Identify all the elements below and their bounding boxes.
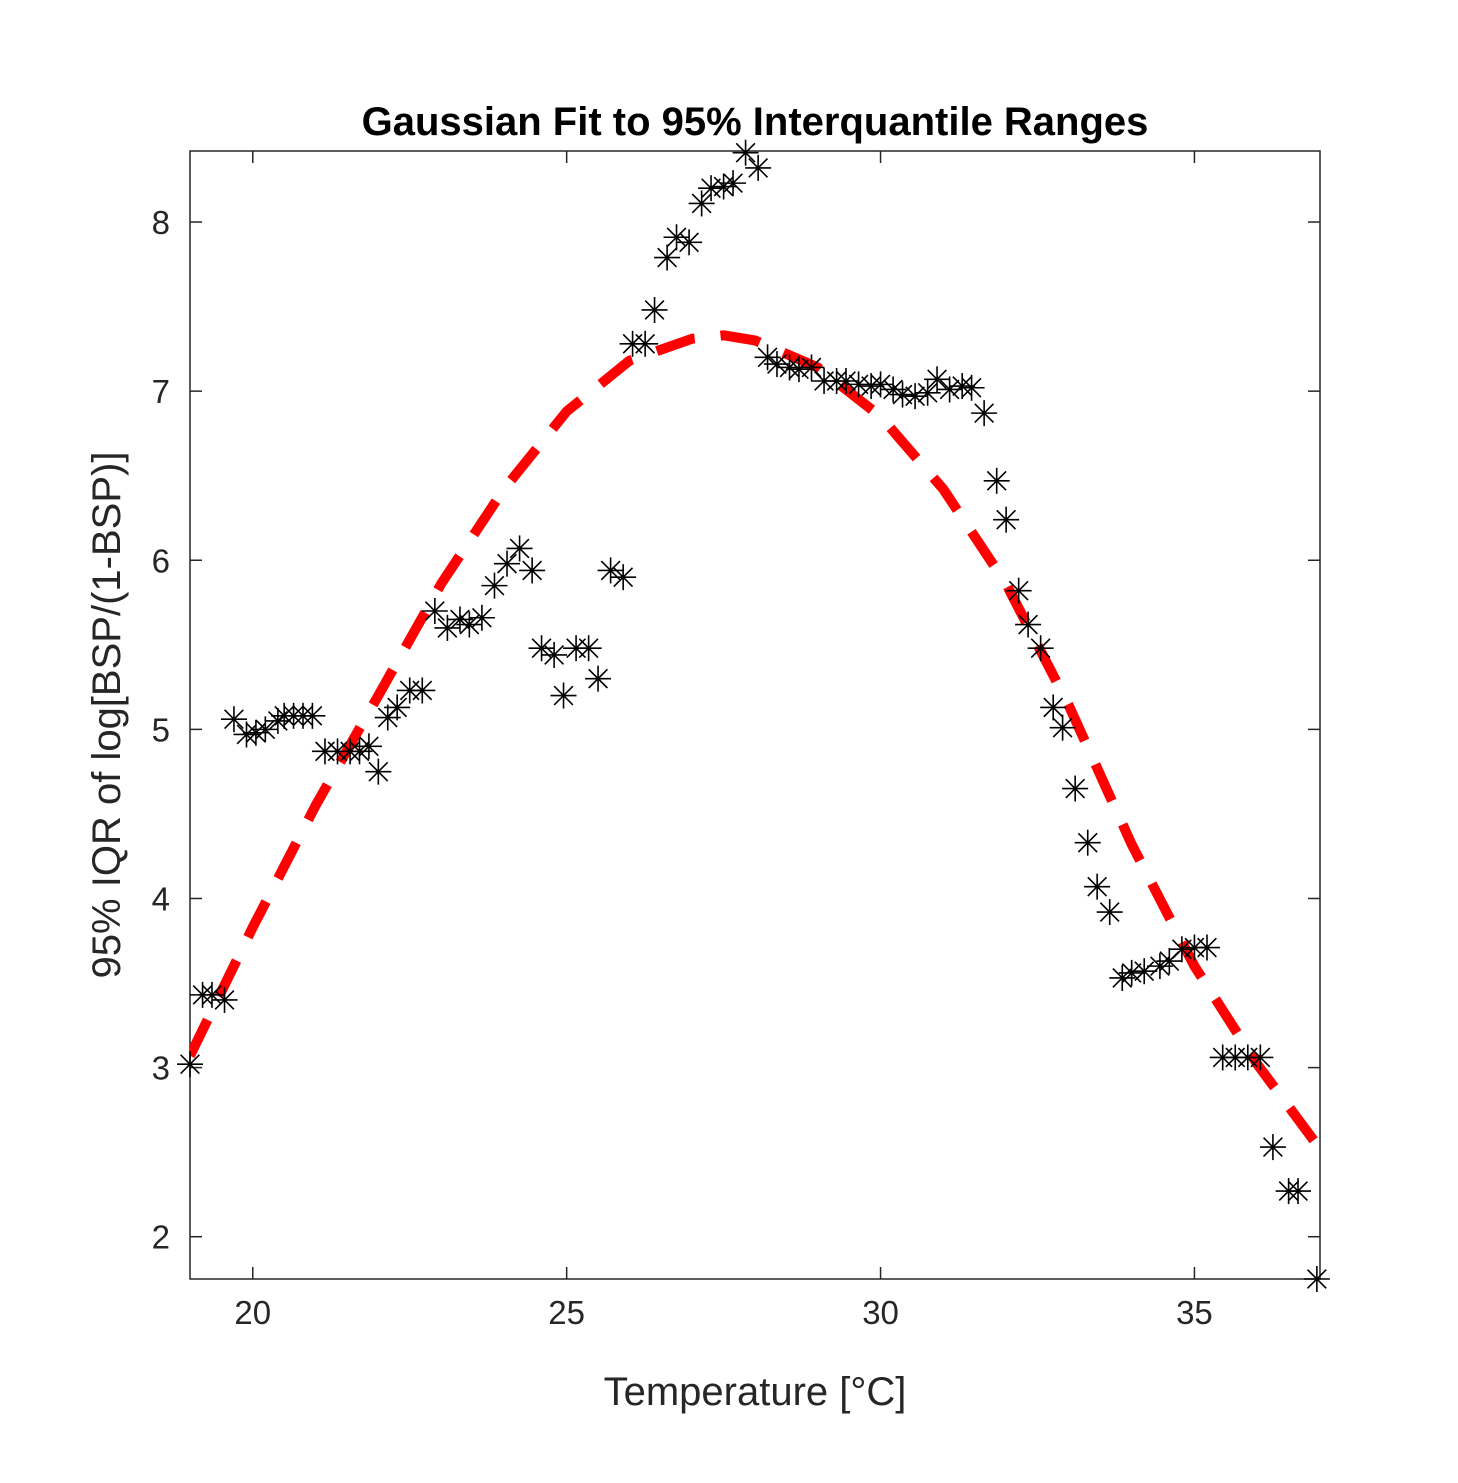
data-point-asterisk	[177, 1051, 203, 1078]
y-axis-label: 95% IQR of log[BSP/(1-BSP)]	[85, 452, 129, 979]
data-point-asterisk	[506, 535, 533, 562]
data-point-asterisk	[867, 371, 894, 398]
data-point-asterisk	[1005, 577, 1032, 604]
data-point-asterisk	[632, 330, 659, 357]
data-point-asterisk	[676, 229, 703, 256]
data-point-asterisk	[1074, 829, 1101, 856]
data-point-asterisk	[1131, 958, 1158, 985]
data-point-asterisk	[1049, 714, 1076, 741]
data-point-asterisk	[914, 379, 941, 406]
y-tick-label: 8	[152, 204, 170, 241]
x-tick-label: 30	[862, 1294, 899, 1331]
data-point-asterisk	[889, 381, 916, 408]
data-point-asterisk	[1118, 959, 1145, 986]
data-point-asterisk	[468, 604, 495, 631]
data-point-asterisk	[958, 374, 985, 401]
data-point-asterisk	[1259, 1134, 1286, 1161]
data-point-asterisk	[1096, 899, 1123, 926]
data-point-asterisk	[550, 682, 577, 709]
data-point-asterisk	[732, 139, 759, 166]
data-point-asterisk	[299, 702, 326, 729]
data-point-asterisk	[641, 296, 668, 323]
data-point-asterisk	[220, 706, 247, 733]
data-point-asterisk	[1027, 635, 1054, 662]
chart-title: Gaussian Fit to 95% Interquantile Ranges	[362, 100, 1149, 144]
y-tick-label: 5	[152, 711, 170, 748]
y-tick-label: 6	[152, 542, 170, 579]
data-point-asterisk	[1247, 1044, 1274, 1071]
data-point-asterisk	[1015, 611, 1042, 638]
data-point-asterisk	[845, 371, 872, 398]
y-tick-label: 7	[152, 373, 170, 410]
data-point-asterisk	[745, 154, 772, 181]
data-point-asterisk	[421, 597, 448, 624]
data-point-asterisk	[1303, 1266, 1330, 1292]
axis-ticks: 20 25 30 35 2 3 4 5 6 7 8	[152, 151, 1320, 1331]
data-point-asterisk	[494, 550, 521, 577]
data-points-layer	[177, 139, 1330, 1292]
data-point-asterisk	[1194, 934, 1220, 961]
x-axis-label: Temperature [°C]	[604, 1370, 907, 1414]
data-point-asterisk	[384, 694, 411, 721]
data-point-asterisk	[983, 467, 1010, 494]
data-point-asterisk	[1062, 775, 1089, 802]
data-point-asterisk	[1040, 694, 1067, 721]
data-point-asterisk	[365, 758, 392, 785]
data-point-asterisk	[971, 400, 998, 427]
data-point-asterisk	[993, 506, 1020, 533]
data-point-asterisk	[575, 635, 602, 662]
data-point-asterisk	[481, 572, 508, 599]
x-tick-label: 35	[1176, 1294, 1213, 1331]
data-point-asterisk	[1168, 936, 1195, 963]
plot-area-box	[189, 150, 1321, 1280]
gaussian-fit-layer	[190, 330, 1320, 1152]
data-point-asterisk	[409, 677, 436, 704]
gaussian-fit-line	[190, 330, 1320, 1152]
data-point-asterisk	[528, 635, 555, 662]
data-point-asterisk	[720, 170, 747, 197]
data-point-asterisk	[698, 175, 725, 202]
data-point-asterisk	[833, 367, 860, 394]
data-point-asterisk	[233, 721, 260, 748]
y-tick-label: 2	[152, 1219, 170, 1256]
data-point-asterisk	[663, 224, 690, 251]
data-point-asterisk	[211, 986, 238, 1013]
data-point-asterisk	[902, 383, 929, 410]
y-tick-label: 4	[152, 880, 170, 917]
data-point-asterisk	[519, 557, 546, 584]
y-tick-label: 3	[152, 1050, 170, 1087]
data-point-asterisk	[924, 366, 951, 393]
data-point-asterisk	[198, 981, 225, 1008]
data-point-asterisk	[541, 641, 568, 668]
data-point-asterisk	[654, 244, 681, 271]
data-point-asterisk	[1285, 1178, 1312, 1205]
data-point-asterisk	[688, 190, 715, 217]
data-point-asterisk	[610, 564, 637, 591]
data-point-asterisk	[785, 356, 812, 383]
data-point-asterisk	[264, 707, 291, 734]
data-point-asterisk	[585, 665, 612, 692]
data-point-asterisk	[1084, 873, 1111, 900]
x-tick-label: 25	[548, 1294, 585, 1331]
data-point-asterisk	[355, 733, 382, 760]
x-tick-label: 20	[234, 1294, 271, 1331]
